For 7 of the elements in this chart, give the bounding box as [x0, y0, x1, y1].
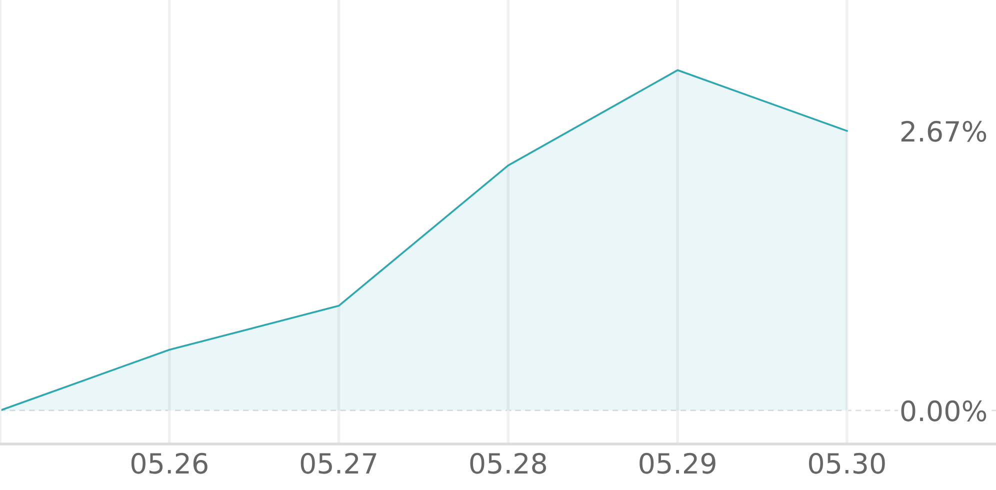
- y-tick-label: 2.67%: [901, 120, 986, 142]
- x-tick-label: 05.30: [809, 452, 885, 474]
- x-tick-label: 05.26: [131, 452, 208, 474]
- y-tick-label: 0.00%: [901, 400, 986, 422]
- x-tick-label: 05.28: [470, 452, 546, 474]
- x-tick-label: 05.27: [300, 452, 376, 474]
- x-tick-label: 05.29: [640, 452, 716, 474]
